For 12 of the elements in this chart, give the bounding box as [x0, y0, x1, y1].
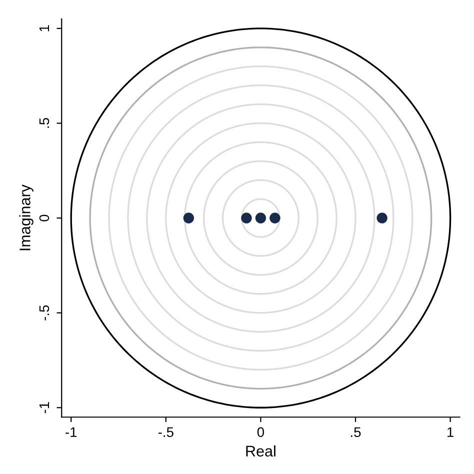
y-tick-label: 0 [39, 214, 50, 222]
x-tick-label: 0 [257, 427, 264, 438]
x-tick-label: -.5 [158, 427, 174, 438]
y-tick-label: -.5 [39, 305, 50, 320]
x-tick-label: -1 [66, 427, 77, 437]
x-tick-label: 1 [447, 427, 454, 437]
y-tick-label: 1 [39, 25, 50, 32]
y-tick-label: -1 [39, 402, 50, 414]
y-axis-title: Imaginary [19, 184, 34, 250]
x-tick-label: .5 [350, 427, 361, 438]
x-axis-title: Real [246, 445, 276, 457]
y-tick-label: .5 [39, 118, 50, 128]
